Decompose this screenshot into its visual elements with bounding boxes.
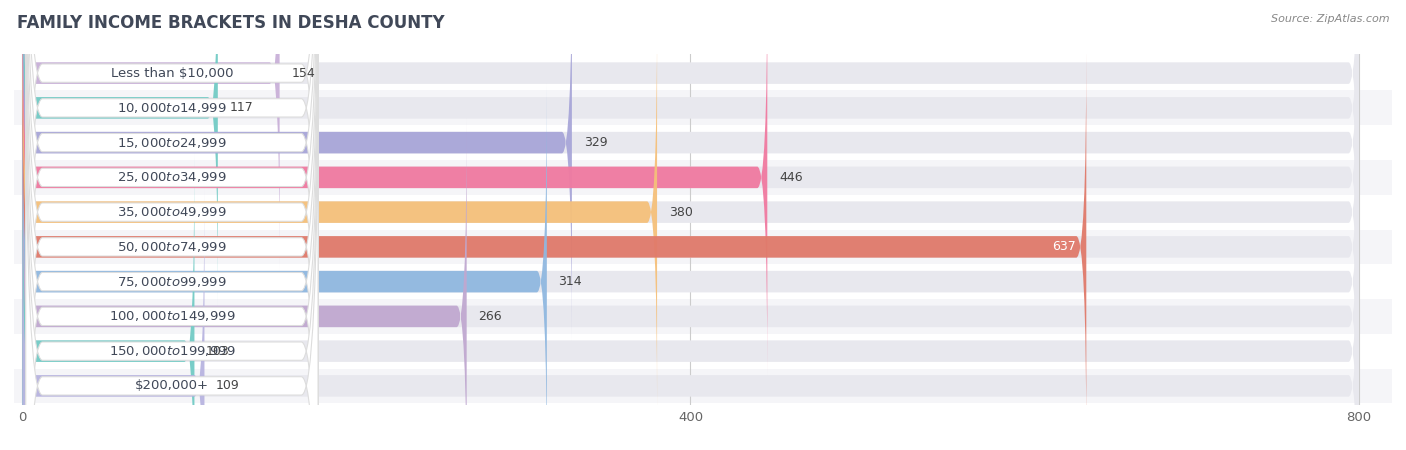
Bar [14, 90, 1392, 125]
FancyBboxPatch shape [22, 49, 1358, 445]
FancyBboxPatch shape [22, 0, 1358, 271]
Text: $10,000 to $14,999: $10,000 to $14,999 [117, 101, 226, 115]
FancyBboxPatch shape [25, 0, 318, 446]
Bar [14, 369, 1392, 403]
FancyBboxPatch shape [22, 49, 1087, 445]
Text: Less than $10,000: Less than $10,000 [111, 67, 233, 80]
FancyBboxPatch shape [25, 0, 318, 450]
FancyBboxPatch shape [22, 14, 1358, 410]
FancyBboxPatch shape [22, 153, 1358, 450]
Text: 117: 117 [229, 101, 253, 114]
Text: $75,000 to $99,999: $75,000 to $99,999 [117, 274, 226, 288]
Bar [14, 334, 1392, 369]
Bar [14, 299, 1392, 334]
FancyBboxPatch shape [25, 0, 318, 450]
Text: $150,000 to $199,999: $150,000 to $199,999 [108, 344, 235, 358]
Text: 109: 109 [217, 379, 240, 392]
Text: 329: 329 [583, 136, 607, 149]
FancyBboxPatch shape [22, 84, 1358, 450]
FancyBboxPatch shape [22, 84, 547, 450]
FancyBboxPatch shape [25, 0, 318, 450]
Bar [14, 56, 1392, 90]
FancyBboxPatch shape [22, 0, 1358, 375]
FancyBboxPatch shape [22, 188, 204, 450]
FancyBboxPatch shape [22, 0, 1358, 340]
Text: 380: 380 [669, 206, 693, 219]
Text: 154: 154 [291, 67, 315, 80]
FancyBboxPatch shape [22, 0, 572, 340]
FancyBboxPatch shape [25, 0, 318, 450]
FancyBboxPatch shape [25, 13, 318, 450]
Text: $35,000 to $49,999: $35,000 to $49,999 [117, 205, 226, 219]
FancyBboxPatch shape [22, 153, 194, 450]
FancyBboxPatch shape [25, 48, 318, 450]
FancyBboxPatch shape [25, 0, 318, 450]
Text: $50,000 to $74,999: $50,000 to $74,999 [117, 240, 226, 254]
Bar [14, 160, 1392, 195]
Text: Source: ZipAtlas.com: Source: ZipAtlas.com [1271, 14, 1389, 23]
Text: FAMILY INCOME BRACKETS IN DESHA COUNTY: FAMILY INCOME BRACKETS IN DESHA COUNTY [17, 14, 444, 32]
FancyBboxPatch shape [22, 0, 218, 306]
FancyBboxPatch shape [22, 14, 657, 410]
Bar [14, 125, 1392, 160]
FancyBboxPatch shape [22, 119, 1358, 450]
Text: 103: 103 [207, 345, 229, 358]
Text: 446: 446 [779, 171, 803, 184]
Text: $15,000 to $24,999: $15,000 to $24,999 [117, 135, 226, 149]
FancyBboxPatch shape [22, 0, 768, 375]
Text: 266: 266 [478, 310, 502, 323]
FancyBboxPatch shape [22, 0, 1358, 306]
Text: 314: 314 [558, 275, 582, 288]
FancyBboxPatch shape [22, 188, 1358, 450]
FancyBboxPatch shape [22, 0, 280, 271]
Bar [14, 195, 1392, 230]
Text: $200,000+: $200,000+ [135, 379, 209, 392]
FancyBboxPatch shape [25, 0, 318, 411]
FancyBboxPatch shape [25, 0, 318, 450]
Bar [14, 264, 1392, 299]
Text: 637: 637 [1053, 240, 1076, 253]
FancyBboxPatch shape [22, 119, 467, 450]
Text: $100,000 to $149,999: $100,000 to $149,999 [108, 310, 235, 324]
Bar [14, 230, 1392, 264]
Text: $25,000 to $34,999: $25,000 to $34,999 [117, 171, 226, 184]
